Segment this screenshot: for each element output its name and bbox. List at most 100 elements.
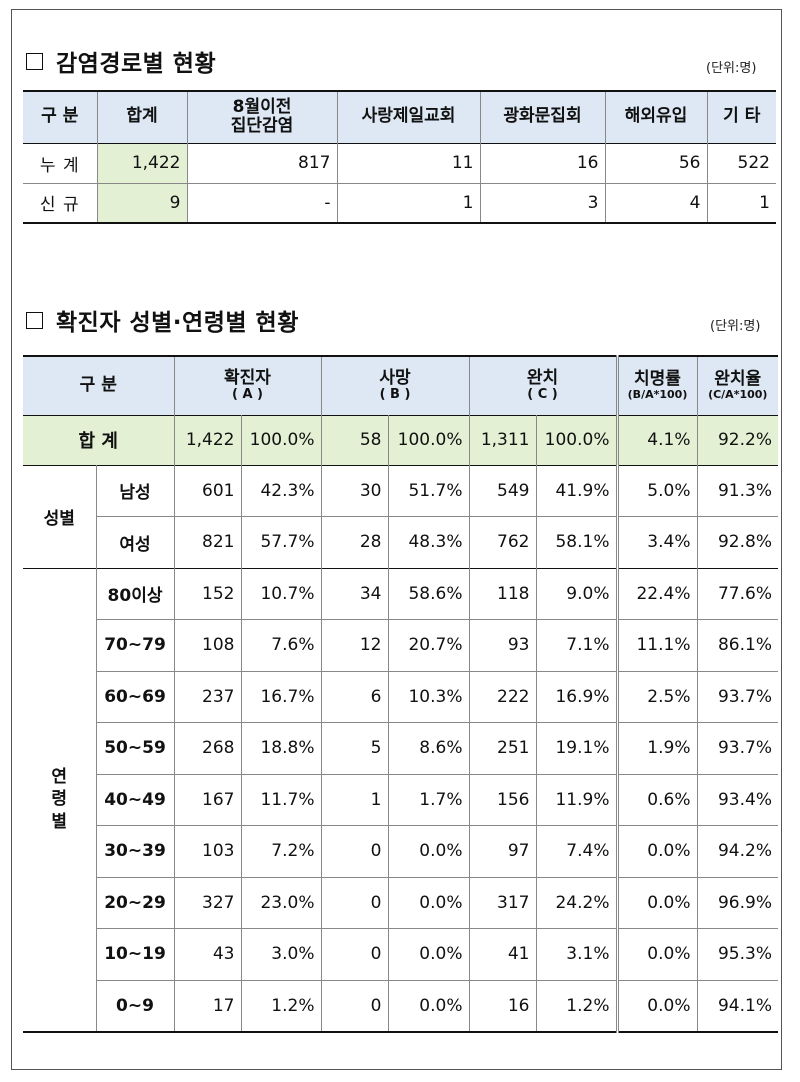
age-group-char: 령	[51, 789, 68, 810]
header-confirmed-sub: ( A )	[232, 387, 263, 403]
table-cell: 11	[337, 143, 481, 183]
table-cell: 100.0%	[536, 415, 619, 465]
table-cell: 268	[174, 722, 242, 774]
table-cell: 821	[174, 516, 242, 568]
table-cell: 317	[469, 877, 537, 929]
header-fatality-label: 치명률	[634, 368, 681, 389]
row-label: 40~49	[96, 774, 175, 826]
table-row: 30~39 103 7.2% 0 0.0% 97 7.4% 0.0% 94.2%	[23, 825, 778, 877]
row-label: 여성	[96, 516, 175, 568]
header-fatality-sub: (B/A*100)	[627, 388, 688, 402]
table-cell: 1.2%	[241, 980, 322, 1032]
table-row: 40~49 167 11.7% 1 1.7% 156 11.9% 0.6% 93.4%	[23, 774, 778, 826]
table-cell: 41	[469, 928, 537, 980]
header-other: 기 타	[707, 91, 776, 143]
table-cell: 222	[469, 671, 537, 723]
header-before-august-line1: 8월이전	[232, 96, 292, 117]
table-cell: 58	[321, 415, 389, 465]
table-cell: 16	[480, 143, 606, 183]
table-cell: 0	[321, 877, 389, 929]
table-cell: 0	[321, 980, 389, 1032]
table-cell: 34	[321, 568, 389, 620]
section2-title: 확진자 성별·연령별 현황	[26, 303, 299, 337]
row-label: 70~79	[96, 619, 175, 671]
table-cell: 56	[605, 143, 708, 183]
table-cell: 0.0%	[617, 877, 698, 929]
table-cell: 43	[174, 928, 242, 980]
total-row: 합 계 1,422 100.0% 58 100.0% 1,311 100.0% 4.1% 92.…	[23, 415, 778, 465]
table-cell: 93	[469, 619, 537, 671]
header-overseas: 해외유입	[605, 91, 708, 143]
table-cell: 2.5%	[617, 671, 698, 723]
table-cell: 7.4%	[536, 825, 619, 877]
header-deaths-label: 사망	[379, 367, 411, 388]
row-label: 신 규	[23, 183, 98, 223]
header-sarang-church: 사랑제일교회	[337, 91, 481, 143]
table-cell: 41.9%	[536, 465, 619, 517]
table-cell: 95.3%	[717, 944, 772, 965]
table-cell: 58.6%	[388, 568, 470, 620]
header-gubun: 구 분	[23, 356, 175, 415]
table-cell: 0	[321, 825, 389, 877]
table-cell: 11.9%	[536, 774, 619, 826]
table-cell: 58.1%	[536, 516, 619, 568]
table-cell: 522	[737, 153, 770, 173]
table-cell: 5.0%	[617, 465, 698, 517]
table-cell: 6	[321, 671, 389, 723]
table-cell: 5	[321, 722, 389, 774]
table-cell: 0.0%	[388, 980, 470, 1032]
table-cell: 42.3%	[241, 465, 322, 517]
table-cell: 48.3%	[388, 516, 470, 568]
table-cell: 16	[469, 980, 537, 1032]
row-label: 20~29	[96, 877, 175, 929]
table-cell: 3.0%	[241, 928, 322, 980]
table-cell: 327	[174, 877, 242, 929]
table-cell: 97	[469, 825, 537, 877]
table-cell: 7.6%	[241, 619, 322, 671]
table-cell: 24.2%	[536, 877, 619, 929]
table-cell: 1	[321, 774, 389, 826]
header-deaths-sub: ( B )	[379, 387, 411, 403]
table-cell: 1.9%	[617, 722, 698, 774]
table-cell: 0.0%	[617, 928, 698, 980]
table-cell: 30	[321, 465, 389, 517]
section2-unit: (단위:명)	[710, 319, 761, 334]
table-cell: 549	[469, 465, 537, 517]
row-label: 남성	[96, 465, 175, 517]
table-cell: 0.0%	[617, 980, 698, 1032]
table-cell: 11.1%	[617, 619, 698, 671]
table-cell: 23.0%	[241, 877, 322, 929]
table-row: 누 계 1,422 817 11 16 56 522	[23, 143, 776, 183]
table-cell: 100.0%	[241, 415, 322, 465]
table-row: 60~69 237 16.7% 6 10.3% 222 16.9% 2.5% 93.7%	[23, 671, 778, 723]
table-cell: 167	[174, 774, 242, 826]
section1-title-text: 감염경로별 현황	[56, 51, 217, 77]
table-cell: 817	[187, 143, 338, 183]
row-label: 누 계	[23, 143, 98, 183]
header-gwanghwamun: 광화문집회	[480, 91, 606, 143]
table-cell: 18.8%	[241, 722, 322, 774]
table-cell: 0.0%	[388, 877, 470, 929]
table-cell: 86.1%	[717, 635, 772, 656]
sex-group-label: 성별	[23, 465, 97, 568]
table-cell: 0.0%	[388, 928, 470, 980]
age-group-char: 별	[51, 811, 68, 832]
table-cell: -	[187, 183, 338, 223]
header-recovery-label: 완치율	[714, 368, 762, 389]
table-cell: 96.9%	[717, 892, 772, 913]
table-cell: 93.4%	[717, 789, 772, 810]
table-cell: 22.4%	[617, 568, 698, 620]
table-cell: 16.9%	[536, 671, 619, 723]
table-cell: 1.2%	[536, 980, 619, 1032]
header-before-august-line2: 집단감염	[230, 116, 294, 137]
header-deaths: 사망 ( B )	[321, 356, 470, 415]
section1-title: 감염경로별 현황	[26, 44, 216, 78]
header-before-august: 8월이전 집단감염	[187, 91, 338, 143]
header-recovered: 완치 ( C )	[469, 356, 619, 415]
table-cell: 16.7%	[241, 671, 322, 723]
table-cell: 17	[174, 980, 242, 1032]
table-cell: 20.7%	[388, 619, 470, 671]
table-cell: 7.1%	[536, 619, 619, 671]
table-row: 여성 821 57.7% 28 48.3% 762 58.1% 3.4% 92.8%	[23, 516, 778, 568]
